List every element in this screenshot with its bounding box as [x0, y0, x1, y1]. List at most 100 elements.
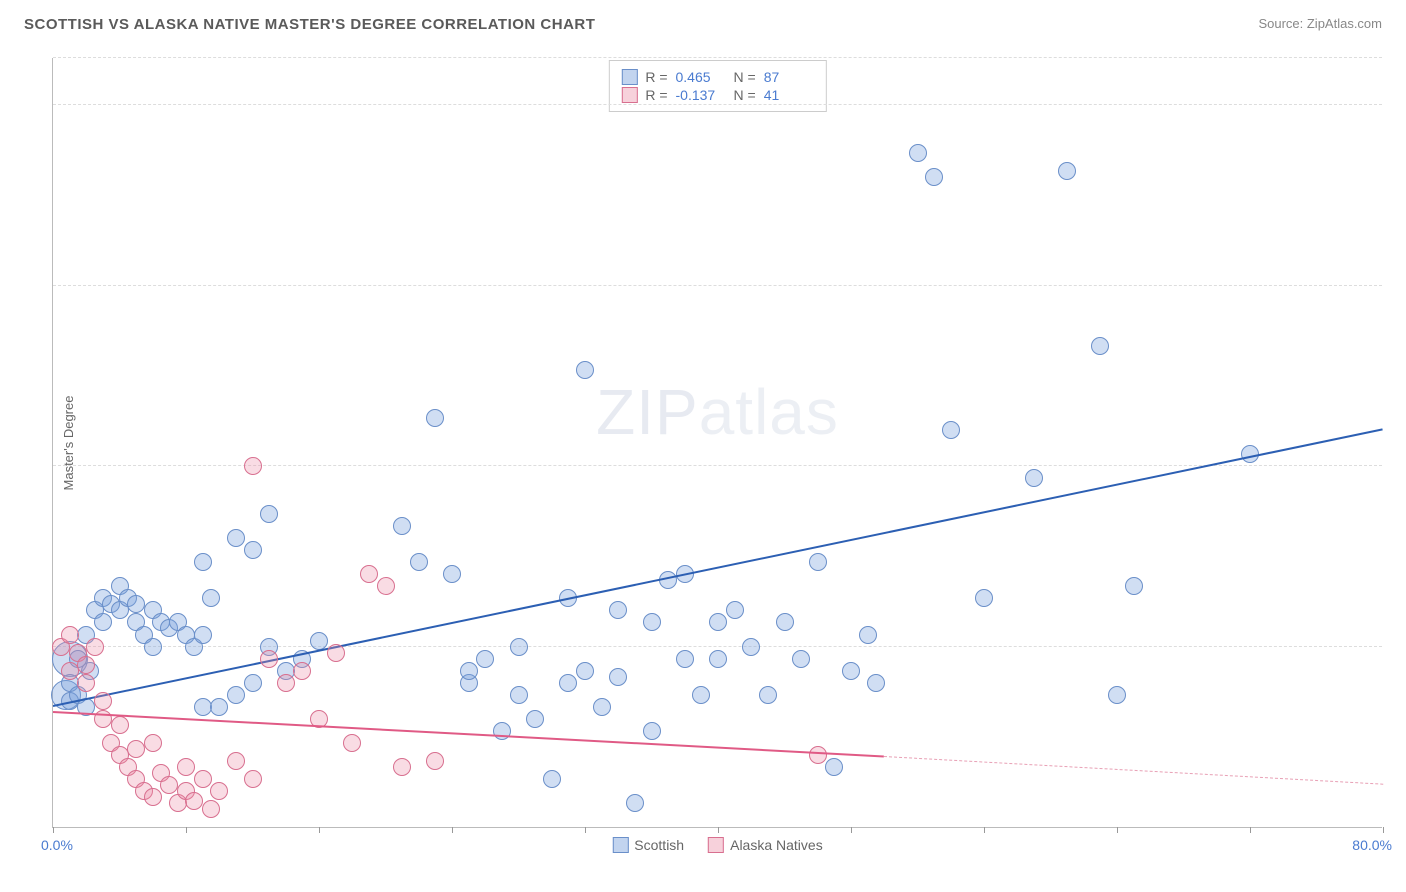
watermark-thin: atlas — [699, 376, 839, 448]
data-point — [86, 638, 104, 656]
grid-line — [53, 646, 1382, 647]
y-axis-title: Master's Degree — [61, 395, 76, 490]
data-point — [202, 800, 220, 818]
data-point — [210, 698, 228, 716]
data-point — [202, 589, 220, 607]
data-point — [792, 650, 810, 668]
data-point — [825, 758, 843, 776]
data-point — [626, 794, 644, 812]
scatter-chart: Master's Degree ZIPatlas R = 0.465 N = 8… — [52, 58, 1382, 828]
data-point — [393, 758, 411, 776]
data-point — [227, 686, 245, 704]
data-point — [975, 589, 993, 607]
data-point — [776, 613, 794, 631]
data-point — [643, 722, 661, 740]
data-point — [310, 632, 328, 650]
data-point — [111, 716, 129, 734]
x-axis-max-label: 80.0% — [1352, 837, 1392, 853]
legend: Scottish Alaska Natives — [612, 837, 822, 853]
x-tick — [1383, 827, 1384, 833]
data-point — [227, 752, 245, 770]
data-point — [692, 686, 710, 704]
source-attribution: Source: ZipAtlas.com — [1258, 16, 1382, 31]
data-point — [343, 734, 361, 752]
corr-R-label: R = — [645, 87, 667, 103]
data-point — [227, 529, 245, 547]
data-point — [194, 553, 212, 571]
corr-row-alaska: R = -0.137 N = 41 — [621, 87, 813, 103]
data-point — [244, 457, 262, 475]
data-point — [676, 650, 694, 668]
source-prefix: Source: — [1258, 16, 1306, 31]
data-point — [177, 758, 195, 776]
data-point — [543, 770, 561, 788]
data-point — [127, 595, 145, 613]
data-point — [194, 698, 212, 716]
data-point — [210, 782, 228, 800]
source-link[interactable]: ZipAtlas.com — [1307, 16, 1382, 31]
legend-item-scottish: Scottish — [612, 837, 684, 853]
data-point — [61, 662, 79, 680]
x-tick — [851, 827, 852, 833]
data-point — [559, 674, 577, 692]
data-point — [759, 686, 777, 704]
data-point — [609, 601, 627, 619]
corr-N-label: N = — [734, 69, 756, 85]
data-point — [1058, 162, 1076, 180]
corr-R-alaska: -0.137 — [676, 87, 726, 103]
swatch-scottish — [621, 69, 637, 85]
data-point — [709, 613, 727, 631]
x-tick — [718, 827, 719, 833]
grid-line — [53, 104, 1382, 105]
data-point — [659, 571, 677, 589]
data-point — [160, 776, 178, 794]
data-point — [809, 746, 827, 764]
data-point — [393, 517, 411, 535]
corr-N-label: N = — [734, 87, 756, 103]
data-point — [426, 752, 444, 770]
corr-N-scottish: 87 — [764, 69, 814, 85]
data-point — [244, 541, 262, 559]
data-point — [1125, 577, 1143, 595]
corr-N-alaska: 41 — [764, 87, 814, 103]
data-point — [593, 698, 611, 716]
data-point — [277, 674, 295, 692]
data-point — [609, 668, 627, 686]
x-tick — [585, 827, 586, 833]
corr-row-scottish: R = 0.465 N = 87 — [621, 69, 813, 85]
legend-label-scottish: Scottish — [634, 837, 684, 853]
data-point — [426, 409, 444, 427]
trend-line — [53, 711, 884, 758]
data-point — [327, 644, 345, 662]
data-point — [510, 686, 528, 704]
data-point — [144, 788, 162, 806]
grid-line — [53, 285, 1382, 286]
data-point — [859, 626, 877, 644]
data-point — [144, 638, 162, 656]
corr-R-scottish: 0.465 — [676, 69, 726, 85]
data-point — [94, 613, 112, 631]
x-axis-min-label: 0.0% — [41, 837, 73, 853]
legend-swatch-alaska — [708, 837, 724, 853]
data-point — [726, 601, 744, 619]
data-point — [942, 421, 960, 439]
corr-R-label: R = — [645, 69, 667, 85]
data-point — [260, 505, 278, 523]
x-tick — [1117, 827, 1118, 833]
x-tick — [53, 827, 54, 833]
data-point — [293, 662, 311, 680]
watermark: ZIPatlas — [596, 375, 839, 449]
legend-swatch-scottish — [612, 837, 628, 853]
x-tick — [984, 827, 985, 833]
trend-line — [884, 756, 1383, 785]
data-point — [1091, 337, 1109, 355]
data-point — [185, 792, 203, 810]
data-point — [144, 734, 162, 752]
data-point — [925, 168, 943, 186]
data-point — [1025, 469, 1043, 487]
x-tick — [1250, 827, 1251, 833]
data-point — [510, 638, 528, 656]
x-tick — [452, 827, 453, 833]
x-tick — [319, 827, 320, 833]
data-point — [809, 553, 827, 571]
